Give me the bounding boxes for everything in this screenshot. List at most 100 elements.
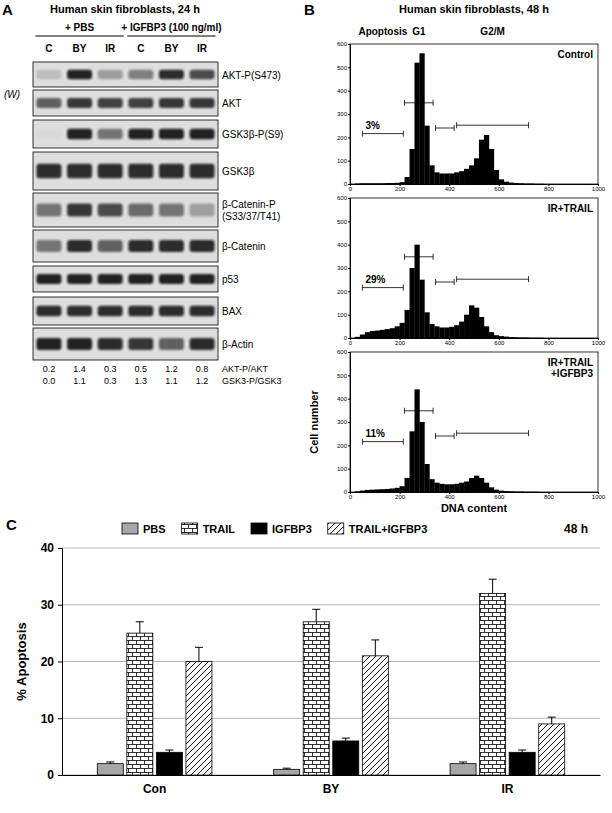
tick-label: 400	[445, 340, 456, 346]
tick-label: 800	[544, 186, 555, 192]
histogram-bar	[479, 140, 484, 184]
tick: 0	[349, 184, 353, 192]
band	[98, 70, 123, 80]
tick: 600	[337, 41, 350, 47]
band	[98, 129, 123, 140]
plot-marks	[355, 245, 544, 338]
histogram: 02004006008001000010020030040050060011%I…	[308, 349, 606, 514]
histogram-bar	[434, 326, 439, 338]
histogram-bar	[494, 170, 499, 184]
blot-strip	[33, 297, 218, 325]
bar	[362, 656, 388, 775]
histogram-bar	[414, 389, 419, 492]
band	[159, 98, 184, 108]
histogram-bar	[474, 476, 479, 492]
tick-label: 600	[494, 494, 505, 500]
band	[98, 306, 123, 317]
y-axis-title: % Apoptosis	[14, 622, 29, 700]
tick: 500	[337, 65, 350, 71]
x-axis: 02004006008001000	[349, 338, 606, 346]
annotation: 11%	[365, 428, 385, 439]
row-label: (S33/37/T41)	[222, 211, 280, 222]
band	[36, 129, 61, 140]
tick: 300	[337, 265, 350, 271]
histogram-bar	[469, 478, 474, 492]
bar	[127, 633, 153, 775]
tick-mark	[348, 445, 350, 446]
axis-line	[58, 549, 63, 776]
row-label: AKT	[222, 98, 241, 109]
axis-line	[351, 339, 599, 341]
tick-label: 500	[337, 65, 348, 71]
row-label: p53	[222, 274, 239, 285]
gate	[405, 408, 434, 414]
lane-label: C	[45, 43, 52, 54]
group-underline	[127, 36, 215, 37]
bar	[509, 752, 535, 775]
error-bar	[106, 762, 114, 764]
band	[159, 70, 184, 80]
tick: 400	[445, 338, 456, 346]
band	[36, 164, 61, 178]
panel-title: Human skin fibroblasts, 24 h	[50, 3, 200, 15]
histogram-bar	[444, 484, 449, 492]
tick-mark	[348, 375, 350, 376]
band	[159, 338, 184, 350]
y-axis: 0100200300400500600	[337, 195, 351, 341]
ratio-label: AKT-P/AKT	[222, 364, 269, 374]
tick-label: Con	[143, 782, 166, 796]
band	[36, 240, 61, 252]
tick-mark	[58, 548, 62, 549]
legend-swatch	[328, 523, 344, 534]
histogram-bar	[454, 172, 459, 184]
histogram-bar	[429, 324, 434, 338]
gate-line	[457, 122, 529, 128]
band	[98, 164, 123, 178]
band	[98, 338, 123, 350]
histogram-bar	[419, 280, 424, 338]
tick-label: 0	[47, 768, 54, 782]
error-bar	[195, 647, 203, 661]
blot-strip	[33, 120, 218, 148]
bar	[186, 662, 212, 776]
tick: 30	[41, 598, 62, 612]
tick-label: 0	[349, 340, 353, 346]
tick-mark	[58, 775, 62, 776]
tick: 600	[494, 492, 505, 500]
histogram-bar	[429, 479, 434, 492]
histogram-bar	[410, 149, 415, 184]
band	[128, 70, 153, 80]
row-label: AKT-P(S473)	[222, 70, 281, 81]
tick: 300	[337, 111, 350, 117]
histogram-bar	[489, 487, 494, 492]
tick-label: 1000	[592, 186, 606, 192]
band	[190, 338, 215, 350]
panel-title: Human skin fibroblasts, 48 h	[399, 3, 549, 15]
histogram-bar	[484, 135, 489, 184]
panel-b: BHuman skin fibroblasts, 48 h02004006008…	[304, 1, 606, 514]
gate-label: Apoptosis	[358, 26, 407, 37]
tick-label: 500	[337, 219, 348, 225]
band	[128, 306, 153, 317]
panel-letter: A	[2, 1, 13, 18]
gate-label: G2/M	[480, 26, 504, 37]
histogram-bar	[414, 63, 419, 184]
gate	[436, 433, 455, 439]
tick: 0	[349, 492, 353, 500]
tick-label: 800	[544, 494, 555, 500]
tick-mark	[348, 422, 350, 423]
x-axis: 02004006008001000	[349, 184, 606, 192]
histogram-bar	[365, 332, 370, 338]
axis-line	[351, 493, 599, 495]
lane-label: C	[137, 43, 144, 54]
bar	[303, 622, 329, 775]
grid-line	[62, 548, 600, 549]
tick-label: 20	[41, 655, 55, 669]
plot-title: +IGFBP3	[551, 368, 593, 379]
gate-line	[405, 100, 434, 106]
tick-label: 400	[445, 186, 456, 192]
tick-label: 200	[395, 186, 406, 192]
gate-line	[436, 279, 455, 285]
bar	[97, 764, 123, 775]
band	[159, 306, 184, 317]
